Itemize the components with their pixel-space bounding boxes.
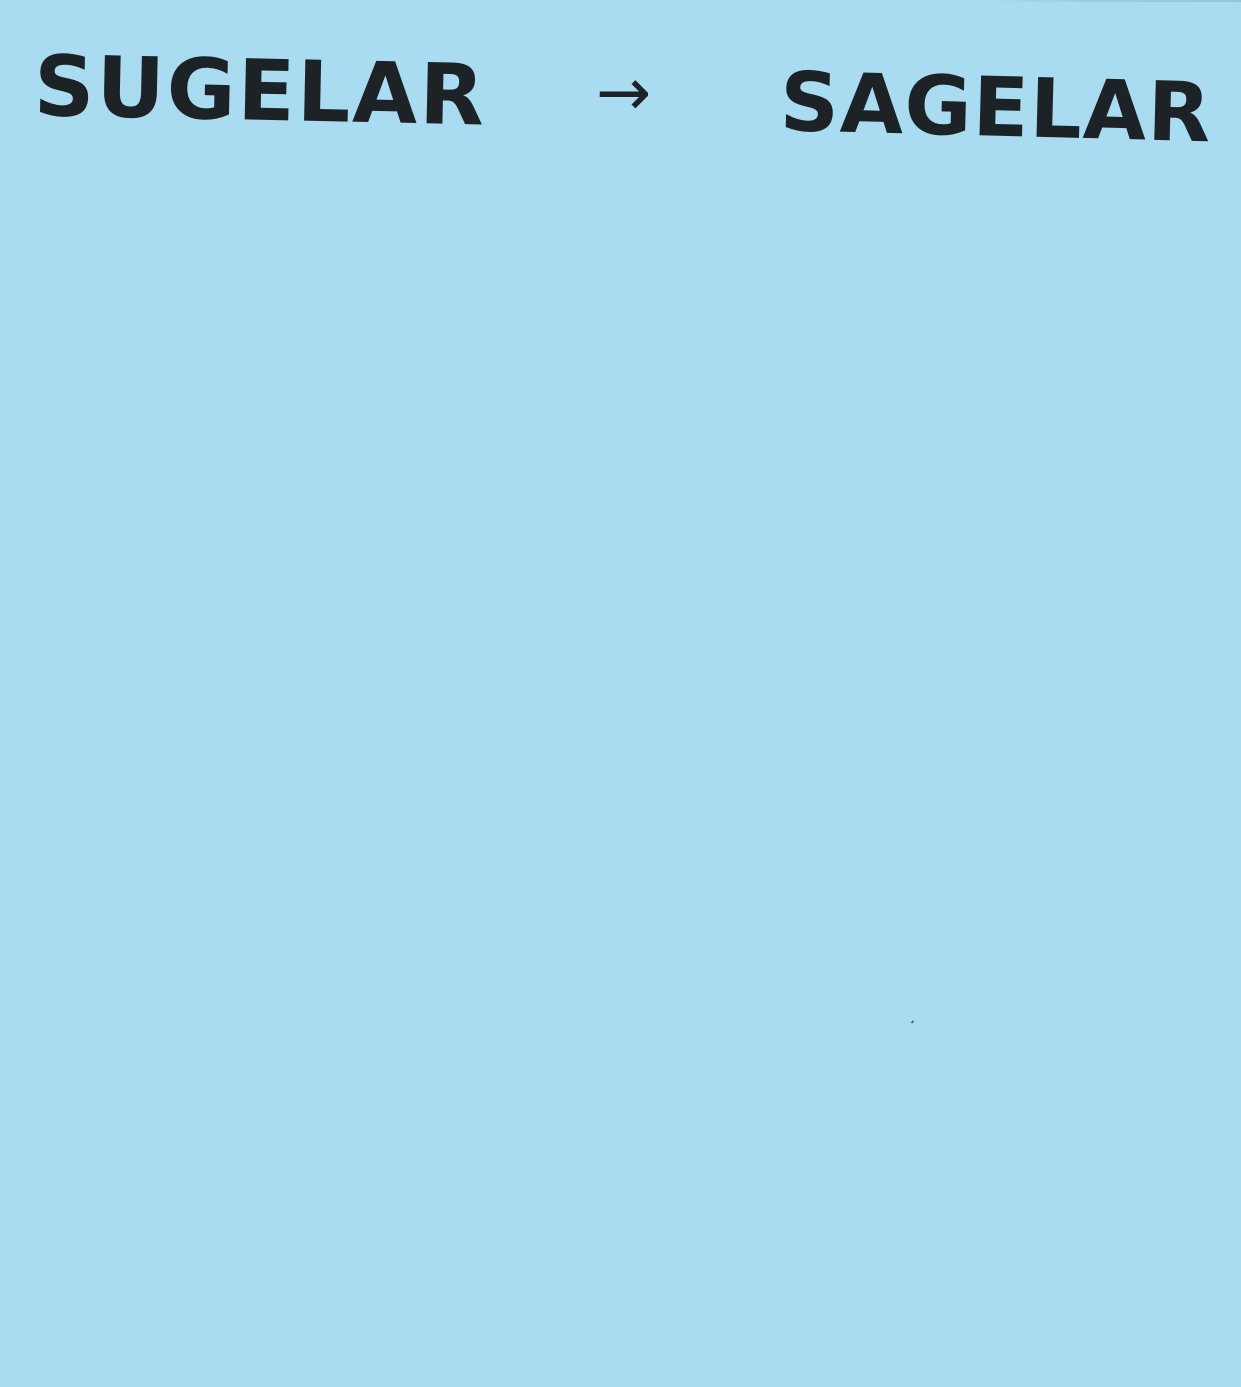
arrow-right-icon: → [596,54,652,131]
handwritten-word-corrected: SAGELAR [778,55,1213,162]
handwritten-word-original: SUGELAR [32,37,488,145]
note-top-edge [985,0,1241,2]
ink-speck [910,1020,915,1024]
